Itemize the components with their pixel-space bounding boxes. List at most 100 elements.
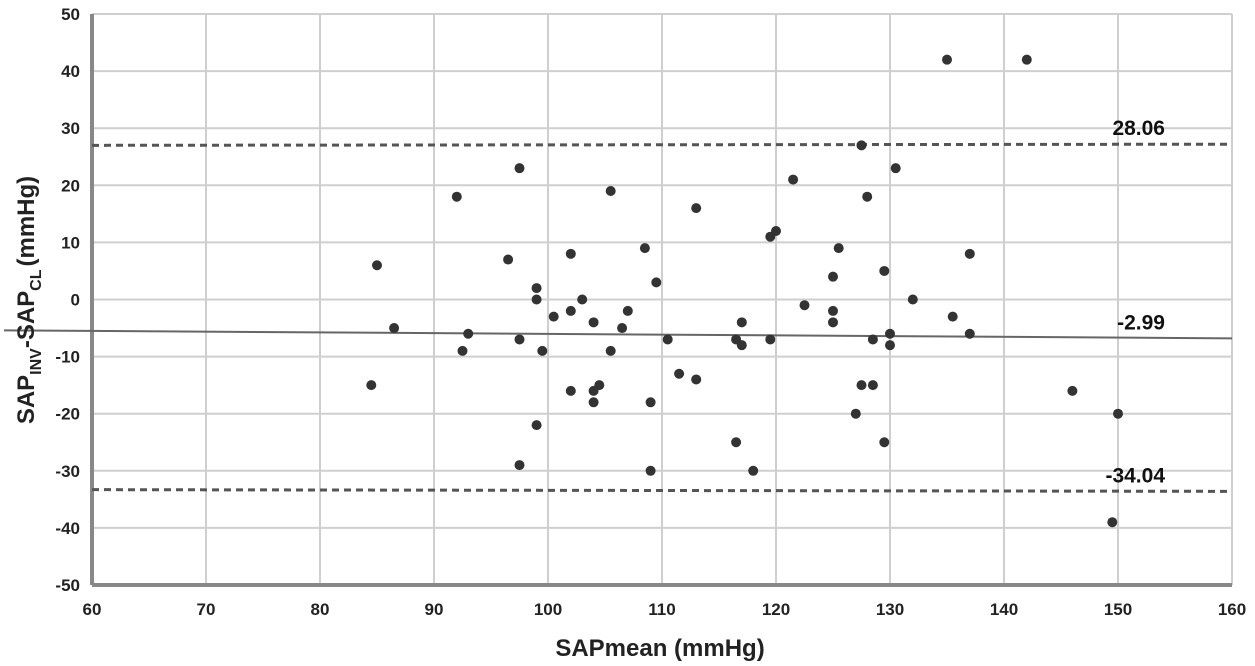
y-tick-label: 40 [61,62,80,81]
data-point [890,163,901,174]
data-point [645,465,656,476]
data-point [588,397,599,408]
y-tick-label: 10 [61,233,80,252]
data-point [565,305,576,316]
reference-line-0 [91,142,1233,147]
data-point [942,54,952,65]
data-point [879,265,890,276]
y-tick-label: 20 [61,176,80,195]
data-point [879,437,890,448]
data-point [1067,385,1078,396]
data-point [531,283,542,294]
y-axis-title-units: (mmHg) [13,176,40,267]
y-tick-label: 0 [71,291,80,310]
data-point [565,248,576,259]
data-point [1021,54,1032,65]
y-tick-label: 30 [61,119,80,138]
data-point [828,305,838,316]
data-point [691,203,702,214]
x-tick-label: 120 [762,600,790,619]
x-tick-label: 140 [990,600,1018,619]
reference-line-1 [3,329,1233,340]
data-point [850,408,861,419]
y-tick-label: 50 [61,5,80,24]
y-axis-title: SAPINV-SAPCL(mmHg) [13,176,45,424]
data-point [1107,517,1118,528]
data-point [736,340,747,351]
data-point [674,368,685,379]
data-point [833,243,844,254]
data-point [514,163,525,174]
data-point [605,186,616,197]
data-point [548,311,559,322]
y-axis-title-sub-inv: INV [28,348,45,375]
data-point [514,334,525,345]
tick-labels: 60 70 80 90 100 110 120 130 140 150 160-50-40-30-2… [55,5,1246,619]
y-axis-title-mid: -SAP [13,291,40,348]
data-point [451,191,462,202]
data-point [588,317,599,328]
data-point [907,294,918,305]
data-point [537,345,548,356]
data-point [366,380,377,391]
data-point [389,323,400,334]
data-point [885,328,895,339]
data-point [503,254,514,265]
reference-lines: 28.06 -2.99 -34.04 [3,117,1233,493]
reference-line-label-1: -2.99 [1117,311,1165,334]
y-axis-title-main: SAP [13,375,40,424]
data-point [651,277,662,288]
data-point [947,311,958,322]
data-point [736,317,747,328]
data-point [372,260,382,271]
data-point [639,243,650,254]
data-point [867,380,878,391]
data-point [622,305,633,316]
x-tick-label: 80 [311,600,330,619]
x-tick-label: 110 [648,600,675,619]
data-point [577,294,588,305]
reference-line-label-2: -34.04 [1105,464,1165,487]
x-tick-label: 90 [425,600,444,619]
data-point [771,225,781,236]
reference-line-label-0: 28.06 [1112,117,1165,140]
data-point [463,328,474,339]
x-tick-label: 60 [83,600,102,619]
data-point [964,328,975,339]
data-point [862,191,873,202]
x-tick-label: 150 [1104,600,1132,619]
y-tick-label: -20 [55,405,80,424]
data-point [617,323,628,334]
data-point [748,465,759,476]
data-point [531,294,542,305]
y-tick-label: -10 [55,348,80,367]
data-point [565,385,576,396]
x-tick-label: 100 [534,600,562,619]
data-point [457,345,468,356]
x-tick-label: 130 [876,600,904,619]
data-point [765,334,776,345]
data-point [1113,408,1123,419]
y-axis-title-sub-cl: CL [28,269,45,291]
y-tick-label: -30 [55,462,80,481]
data-point [594,380,605,391]
data-point [531,420,542,431]
data-point [856,380,867,391]
data-point [788,174,799,185]
data-point [662,334,673,345]
data-point [691,374,702,385]
data-point [828,271,838,282]
data-point [731,437,742,448]
x-axis-title: SAPmean (mmHg) [555,635,764,662]
y-tick-label: -40 [55,519,80,538]
data-point [828,317,838,328]
grid-layer [92,13,1233,585]
data-point [799,300,810,311]
data-points [366,54,1123,528]
y-tick-label: -50 [55,576,80,595]
reference-line-2 [91,488,1233,493]
x-tick-label: 160 [1218,600,1246,619]
data-point [514,460,525,471]
data-point [645,397,656,408]
